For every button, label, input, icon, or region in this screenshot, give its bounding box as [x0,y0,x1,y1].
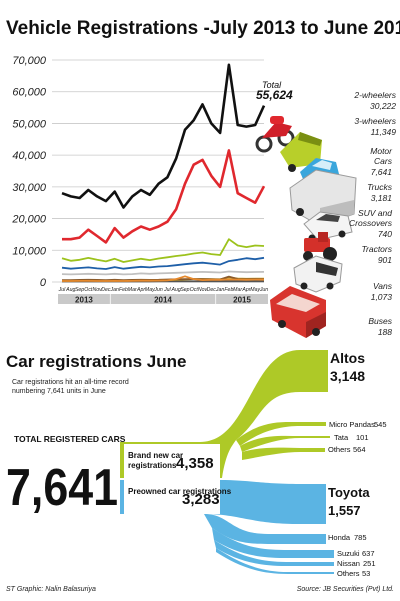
x-tick-label: Jun [153,287,162,293]
altos-name: Altos [330,350,365,366]
car-section-title: Car registrations June [6,352,186,371]
x-tick-label: Dec [101,287,111,293]
legend-trucks-value: 3,181 [371,193,393,203]
legend-buses-name: Buses [368,316,392,326]
year-bands: 2013 2014 2015 [58,294,268,305]
year-label: 2013 [75,296,93,305]
x-tick-label: Feb [224,287,233,293]
car-section-subtitle-2: numbering 7,641 units in June [12,388,106,395]
preowned-value: 3,283 [182,491,220,508]
others-new-name: Others [328,445,351,454]
year-label: 2015 [233,296,251,305]
legend-tractors-value: 901 [378,255,392,265]
x-tick-label: Dec [207,287,217,293]
vehicle-illustrations [257,116,356,338]
legend-motorcars-name-2: Cars [374,156,393,166]
y-tick-label: 20,000 [11,214,47,226]
car-section-subtitle-1: Car registrations hit an all-time record [12,379,129,386]
x-tick-label: Jun [259,287,268,293]
micro-pandas-value: 545 [374,420,387,429]
x-tick-label: Jul [163,287,171,293]
legend-suv-value: 740 [378,229,392,239]
legend-motorcars-value: 7,641 [371,167,393,177]
legend-vans-name: Vans [373,281,393,291]
chart-lines [62,65,264,282]
toyota-value: 1,557 [328,503,361,518]
others-pre-name: Others [337,569,360,578]
altos-value: 3,148 [330,368,365,384]
tata-name: Tata [334,433,349,442]
total-cars-label: TOTAL REGISTERED CARS [14,434,126,444]
legend-3wheelers-value: 11,349 [371,127,397,137]
others-new-value: 564 [353,445,366,454]
total-cars-value: 7,641 [6,459,118,517]
total-value: 55,624 [256,88,293,102]
toyota-name: Toyota [328,485,370,500]
x-tick-label: Sep [75,287,84,293]
x-tick-label: Feb [119,287,128,293]
micro-pandas-name: Micro Pandas [329,420,375,429]
legend-suv-name-2: Crossovers [349,218,393,228]
nissan-name: Nissan [337,559,360,568]
source-note: Source: JB Securities (Pvt) Ltd. [297,586,394,593]
brand-new-label-1: Brand new car [128,451,183,460]
others-new-flow [242,448,325,460]
series-line-trucks [62,272,264,275]
series-line-2-wheelers [62,150,264,242]
legend-buses-value: 188 [378,327,392,337]
x-tick-label: Mar [233,287,242,293]
legend-motorcars-name-1: Motor [370,146,393,156]
van-icon [294,256,342,292]
bus-icon [270,286,326,338]
preowned-group: Preowned car registrations 3,283 [124,480,232,514]
y-tick-label: 60,000 [12,87,47,99]
y-tick-label: 70,000 [12,55,47,67]
series-line-total [62,65,264,208]
vehicle-legend: 2-wheelers 30,222 3-wheelers 11,349 Moto… [349,90,397,337]
year-label: 2014 [154,296,172,305]
legend-2wheelers-name: 2-wheelers [353,90,396,100]
legend-suv-name-1: SUV and [358,208,392,218]
legend-2wheelers-value: 30,222 [370,101,396,111]
x-tick-label: Jan [110,287,119,293]
legend-trucks-name: Trucks [367,182,393,192]
brand-new-label-2: registrations [128,461,177,470]
brand-new-group: Brand new car registrations 4,358 [124,444,220,478]
y-tick-label: 10,000 [12,245,47,257]
y-tick-label: 40,000 [12,150,47,162]
y-tick-label: 50,000 [12,118,47,130]
suzuki-name: Suzuki [337,549,360,558]
x-tick-label: Jan [215,287,224,293]
x-tick-label: Mar [128,287,137,293]
y-tick-label: 30,000 [12,182,47,194]
nissan-value: 251 [363,559,376,568]
brand-new-value: 4,358 [176,455,214,472]
legend-tractors-name: Tractors [361,244,392,254]
y-tick-label: 0 [40,277,47,289]
others-pre-value: 53 [362,569,370,578]
tata-value: 101 [356,433,369,442]
y-axis-ticks: 0 10,000 20,000 30,000 40,000 50,000 60,000 70,… [11,55,47,289]
suzuki-value: 637 [362,549,375,558]
graphic-credit: ST Graphic: Nalin Balasuriya [6,586,96,593]
legend-vans-value: 1,073 [371,292,393,302]
x-tick-label: Sep [180,287,189,293]
legend-3wheelers-name: 3-wheelers [354,116,396,126]
line-chart-title: Vehicle Registrations -July 2013 to June… [6,18,400,39]
x-tick-label: Jul [58,287,66,293]
honda-name: Honda [328,533,351,542]
honda-value: 785 [354,533,367,542]
brand-labels: Altos 3,148 Micro Pandas 545 Tata 101 Ot… [328,350,387,578]
